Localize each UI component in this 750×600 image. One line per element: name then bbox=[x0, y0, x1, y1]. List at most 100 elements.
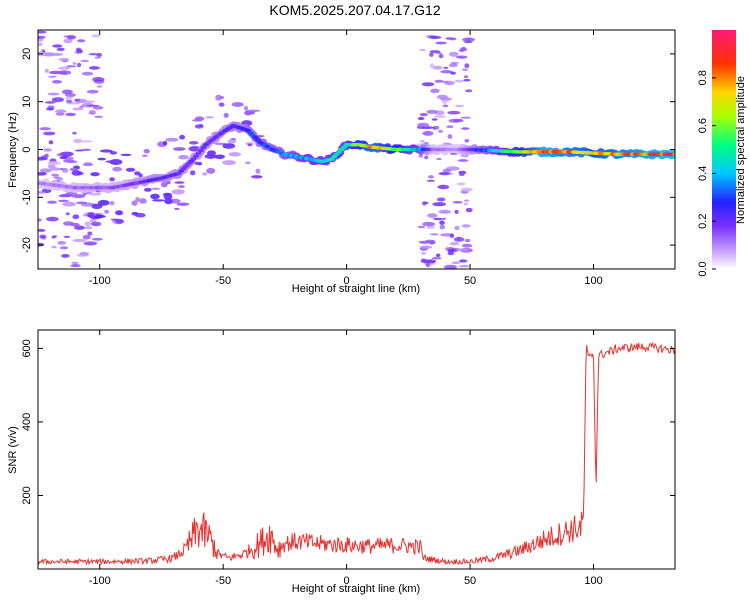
noise-blob bbox=[456, 55, 468, 59]
colorbar-label: Normalized spectral amplitude bbox=[735, 76, 747, 224]
noise-blob bbox=[417, 122, 430, 128]
noise-blob bbox=[173, 147, 186, 151]
ridge-core bbox=[195, 151, 202, 156]
noise-blob bbox=[51, 97, 64, 103]
noise-blob bbox=[89, 110, 96, 115]
noise-blob bbox=[65, 212, 70, 216]
noise-blob bbox=[72, 107, 84, 111]
noise-blob bbox=[47, 200, 57, 204]
noise-blob bbox=[76, 201, 88, 205]
noise-blob bbox=[461, 224, 471, 228]
snr-panel: -100 -50 0 50 100 200 400 600 Height of straig… bbox=[7, 329, 676, 595]
noise-blob bbox=[454, 79, 464, 83]
noise-blob bbox=[59, 156, 67, 160]
noise-blob bbox=[443, 66, 449, 69]
noise-blob bbox=[231, 102, 244, 107]
noise-blob bbox=[61, 168, 69, 173]
noise-blob bbox=[164, 198, 173, 205]
noise-blob bbox=[430, 233, 439, 236]
snr-x-label: Height of straight line (km) bbox=[292, 583, 420, 595]
noise-blob bbox=[455, 104, 464, 108]
y-tick-label: 20 bbox=[21, 48, 33, 60]
colorbar-tick-label: 0.2 bbox=[697, 214, 709, 229]
noise-blob bbox=[449, 241, 460, 246]
noise-blob bbox=[71, 261, 79, 264]
spectrogram-x-ticks: -100 -50 0 50 100 bbox=[89, 30, 603, 287]
noise-blob bbox=[461, 243, 473, 248]
noise-blob bbox=[115, 210, 124, 216]
x-tick-label: 100 bbox=[584, 575, 602, 587]
noise-blob bbox=[428, 35, 442, 40]
y-tick-label: 200 bbox=[21, 486, 33, 504]
noise-blob bbox=[94, 56, 101, 59]
noise-blob bbox=[424, 155, 429, 160]
noise-blob bbox=[462, 68, 468, 71]
x-tick-label: 0 bbox=[344, 275, 350, 287]
noise-blob bbox=[426, 225, 436, 229]
x-tick-label: -100 bbox=[89, 575, 111, 587]
noise-blob bbox=[109, 201, 115, 206]
noise-blob bbox=[438, 172, 451, 176]
noise-blob bbox=[45, 101, 56, 104]
noise-blob bbox=[179, 134, 186, 140]
noise-blob bbox=[419, 245, 433, 249]
noise-blob bbox=[459, 259, 468, 263]
noise-blob bbox=[72, 238, 87, 243]
noise-blob bbox=[38, 218, 42, 222]
noise-blob bbox=[420, 259, 435, 264]
noise-blob bbox=[105, 160, 117, 163]
noise-blob bbox=[449, 51, 459, 57]
noise-blob bbox=[58, 70, 72, 75]
noise-blob bbox=[419, 113, 428, 117]
noise-blob bbox=[91, 237, 103, 241]
noise-blob bbox=[52, 235, 57, 238]
noise-blob bbox=[135, 197, 140, 202]
noise-blob bbox=[84, 221, 91, 227]
noise-blob bbox=[460, 116, 472, 119]
colorbar-tick-label: 0.8 bbox=[697, 70, 709, 85]
noise-blob bbox=[109, 151, 118, 155]
noise-blob bbox=[439, 224, 446, 230]
x-tick-label: 50 bbox=[464, 575, 476, 587]
noise-blob bbox=[93, 214, 106, 219]
noise-blob bbox=[46, 216, 59, 222]
noise-blob bbox=[143, 187, 152, 192]
noise-blob bbox=[439, 220, 445, 225]
noise-blob bbox=[38, 228, 46, 232]
noise-blob bbox=[420, 140, 425, 143]
noise-blob bbox=[72, 62, 77, 65]
noise-blob bbox=[57, 66, 71, 70]
noise-blob bbox=[456, 182, 466, 186]
noise-blob bbox=[91, 34, 100, 38]
noise-blob bbox=[96, 85, 103, 88]
noise-blob bbox=[458, 265, 470, 268]
noise-blob bbox=[65, 100, 73, 103]
noise-blob bbox=[417, 116, 425, 121]
noise-blob bbox=[65, 65, 77, 68]
noise-blob bbox=[59, 246, 69, 250]
noise-blob bbox=[47, 92, 60, 96]
noise-blob bbox=[81, 148, 92, 151]
noise-blob bbox=[52, 44, 63, 48]
noise-blob bbox=[244, 161, 251, 165]
noise-blob bbox=[57, 241, 66, 245]
noise-blob bbox=[204, 116, 215, 119]
noise-blob bbox=[438, 209, 452, 214]
noise-blob bbox=[431, 256, 442, 260]
noise-blob bbox=[131, 211, 139, 216]
noise-blob bbox=[150, 193, 160, 200]
noise-blob bbox=[120, 153, 132, 157]
noise-blob bbox=[430, 88, 440, 94]
noise-blob bbox=[443, 80, 449, 84]
noise-blob bbox=[44, 153, 49, 158]
noise-blob bbox=[194, 116, 205, 121]
noise-blob bbox=[440, 70, 453, 74]
spectrogram-y-ticks: -20 -10 0 10 20 bbox=[21, 48, 675, 253]
noise-blob bbox=[422, 201, 429, 204]
noise-blob bbox=[453, 118, 464, 123]
noise-blob bbox=[442, 168, 452, 173]
noise-blob bbox=[83, 241, 98, 246]
noise-blob bbox=[79, 251, 90, 256]
